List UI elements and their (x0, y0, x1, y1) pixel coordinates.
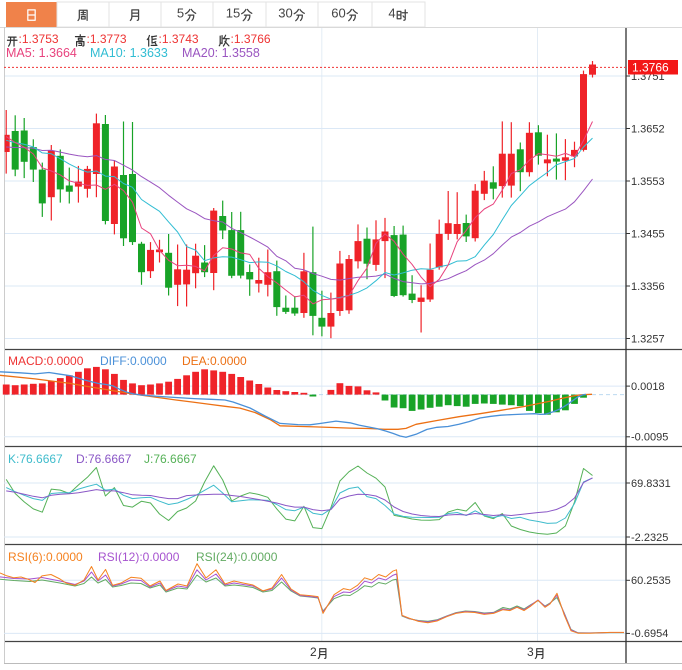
svg-text::1.3743: :1.3743 (159, 32, 199, 46)
svg-text:RSI(24):0.0000: RSI(24):0.0000 (196, 550, 278, 564)
svg-text:-0.0095: -0.0095 (631, 432, 668, 444)
svg-text:1.3257: 1.3257 (631, 333, 665, 345)
svg-text:1.3652: 1.3652 (631, 123, 665, 135)
svg-text::1.3766: :1.3766 (231, 32, 271, 46)
svg-text:3: 3 (527, 645, 534, 659)
svg-text:1.3553: 1.3553 (631, 176, 665, 188)
svg-text:RSI(12):0.0000: RSI(12):0.0000 (98, 550, 180, 564)
svg-text:60.2535: 60.2535 (631, 575, 671, 587)
svg-text:1.3766: 1.3766 (632, 61, 669, 75)
svg-text::1.3753: :1.3753 (19, 32, 59, 46)
svg-text:DEA:0.0000: DEA:0.0000 (182, 354, 247, 368)
svg-text:-0.6954: -0.6954 (631, 628, 668, 640)
svg-text:0.0018: 0.0018 (631, 381, 665, 393)
svg-text:-2.2325: -2.2325 (631, 532, 668, 544)
svg-text:MA20: 1.3558: MA20: 1.3558 (182, 46, 260, 60)
svg-text:30: 30 (278, 6, 292, 21)
svg-text::1.3773: :1.3773 (87, 32, 127, 46)
svg-text:1.3356: 1.3356 (631, 281, 665, 293)
svg-text:60: 60 (331, 6, 345, 21)
svg-text:4: 4 (388, 6, 395, 21)
svg-text:69.8331: 69.8331 (631, 478, 671, 490)
svg-text:K:76.6667: K:76.6667 (8, 452, 63, 466)
svg-text:D:76.6667: D:76.6667 (76, 452, 132, 466)
svg-text:DIFF:0.0000: DIFF:0.0000 (100, 354, 167, 368)
svg-text:1.3455: 1.3455 (631, 228, 665, 240)
svg-text:MA10: 1.3633: MA10: 1.3633 (90, 46, 168, 60)
svg-text:RSI(6):0.0000: RSI(6):0.0000 (8, 550, 83, 564)
svg-text:2: 2 (310, 645, 317, 659)
svg-text:J:76.6667: J:76.6667 (144, 452, 197, 466)
svg-text:MACD:0.0000: MACD:0.0000 (8, 354, 84, 368)
svg-text:MA5: 1.3664: MA5: 1.3664 (6, 46, 77, 60)
svg-text:5: 5 (177, 6, 184, 21)
svg-text:15: 15 (226, 6, 240, 21)
